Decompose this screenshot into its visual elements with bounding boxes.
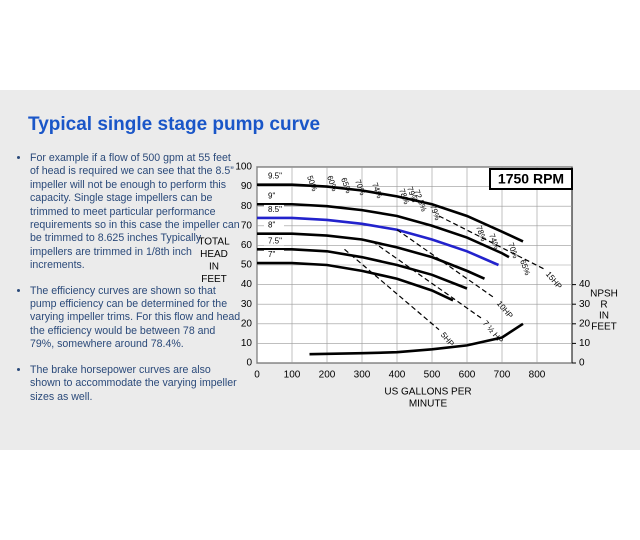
series-line (257, 216, 500, 267)
y2-axis-label: IN (599, 311, 609, 322)
curve-label-bg (264, 220, 284, 230)
curve-label: 8.5" (268, 205, 282, 214)
curve-label-bg (264, 191, 284, 201)
y-axis-label: HEAD (200, 249, 228, 260)
series-line (372, 240, 482, 319)
x-axis-label: MINUTE (409, 399, 448, 410)
series-line (396, 229, 496, 299)
y-tick-label: 50 (241, 260, 253, 271)
y-tick-label: 20 (241, 318, 253, 329)
y-tick-label: 30 (241, 299, 253, 310)
y2-tick-label: 40 (579, 279, 591, 290)
curve-label-bg (264, 204, 284, 214)
y2-axis-label: FEET (591, 322, 617, 333)
y-axis-label: TOTAL (198, 237, 230, 248)
bullet-list: For example if a flow of 500 gpm at 55 f… (14, 152, 242, 416)
x-tick-label: 500 (424, 370, 441, 381)
curve-label: 7.5" (268, 236, 282, 245)
y2-axis-label: R (600, 300, 607, 311)
y-tick-label: 0 (246, 358, 252, 369)
x-tick-label: 400 (389, 370, 406, 381)
series-line (257, 261, 454, 302)
y-tick-label: 70 (241, 220, 253, 231)
series-line (257, 248, 468, 290)
curve-label: 9.5" (268, 172, 282, 181)
x-tick-label: 0 (254, 370, 260, 381)
slide-title: Typical single stage pump curve (28, 114, 321, 135)
title-box (489, 168, 573, 190)
y2-tick-label: 0 (579, 358, 585, 369)
curve-label: 9" (268, 191, 275, 200)
series-line (257, 232, 486, 280)
series-line (257, 183, 524, 243)
bullet: For example if a flow of 500 gpm at 55 f… (30, 152, 242, 273)
series-line (257, 202, 510, 259)
x-tick-label: 700 (494, 370, 511, 381)
series-line (344, 248, 440, 331)
chart-title: 1750 RPM (498, 171, 564, 187)
x-tick-label: 800 (529, 370, 546, 381)
y2-tick-label: 10 (579, 338, 591, 349)
y-tick-label: 10 (241, 338, 253, 349)
x-axis-label: US GALLONS PER (384, 387, 471, 398)
series-line (438, 215, 545, 270)
x-tick-label: 600 (459, 370, 476, 381)
y-tick-label: 60 (241, 240, 253, 251)
x-tick-label: 200 (319, 370, 336, 381)
curve-label-bg (264, 171, 284, 181)
curve-label-bg (264, 250, 284, 260)
series-line (309, 322, 524, 356)
curve-label: 8" (268, 221, 275, 230)
y-axis-label: IN (209, 262, 219, 273)
x-tick-label: 100 (284, 370, 301, 381)
y-tick-label: 100 (235, 162, 252, 173)
y2-tick-label: 20 (579, 318, 591, 329)
y-tick-label: 40 (241, 279, 253, 290)
y2-tick-label: 30 (579, 299, 591, 310)
bullet: The brake horsepower curves are also sho… (30, 364, 242, 404)
curve-label-bg (264, 236, 284, 246)
bullet: The efficiency curves are shown so that … (30, 285, 242, 352)
y-axis-label: FEET (201, 274, 227, 285)
y-tick-label: 90 (241, 181, 253, 192)
curve-label: 7" (268, 250, 275, 259)
y-tick-label: 80 (241, 201, 253, 212)
x-tick-label: 300 (354, 370, 371, 381)
y2-axis-label: NPSH (590, 289, 618, 300)
